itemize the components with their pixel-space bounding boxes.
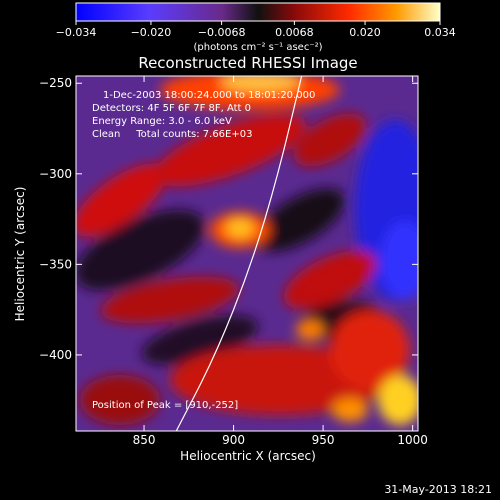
colorbar-tick-label: −0.034 [56,26,97,39]
y-axis-label: Heliocentric Y (arcsec) [13,187,27,322]
annotation-energy: Energy Range: 3.0 - 6.0 keV [92,116,232,127]
y-tick-label: −250 [39,76,72,90]
colorbar-tick-label: 0.034 [424,26,456,39]
colorbar [75,2,441,22]
annotation-clean: Clean Total counts: 7.66E+03 [92,129,252,140]
x-tick-label: 900 [222,433,245,447]
x-axis-ticks: 850 900 950 1000 [133,76,428,447]
solar-limb-curve [175,76,303,431]
footer-timestamp: 31-May-2013 18:21 [384,483,492,496]
colorbar-tick-label: −0.020 [131,26,172,39]
heatmap-image [76,76,418,431]
annotation-time: 1-Dec-2003 18:00:24.000 to 18:01:20.000 [103,90,315,101]
annotation-detectors: Detectors: 4F 5F 6F 7F 8F, Att 0 [92,103,251,114]
chart-title: Reconstructed RHESSI Image [138,54,357,72]
colorbar-tick-label: 0.0068 [275,26,314,39]
y-axis-ticks: −250 −300 −350 −400 [39,76,418,362]
x-tick-label: 1000 [397,433,428,447]
x-axis-label: Heliocentric X (arcsec) [180,449,316,463]
annotation-block: 1-Dec-2003 18:00:24.000 to 18:01:20.000 … [92,90,315,140]
y-tick-label: −300 [39,167,72,181]
plot-frame [75,75,419,432]
y-tick-label: −400 [39,348,72,362]
colorbar-tick-label: 0.020 [349,26,381,39]
y-tick-label: −350 [39,257,72,271]
x-tick-label: 950 [312,433,335,447]
colorbar-tick-label: −0.0068 [198,26,246,39]
peak-label: Position of Peak = [910,-252] [92,400,238,411]
colorbar-ticks: −0.034 −0.020 −0.0068 0.0068 0.020 0.034 [56,21,456,39]
x-tick-label: 850 [133,433,156,447]
colorbar-units: (photons cm⁻² s⁻¹ asec⁻²) [193,42,322,53]
